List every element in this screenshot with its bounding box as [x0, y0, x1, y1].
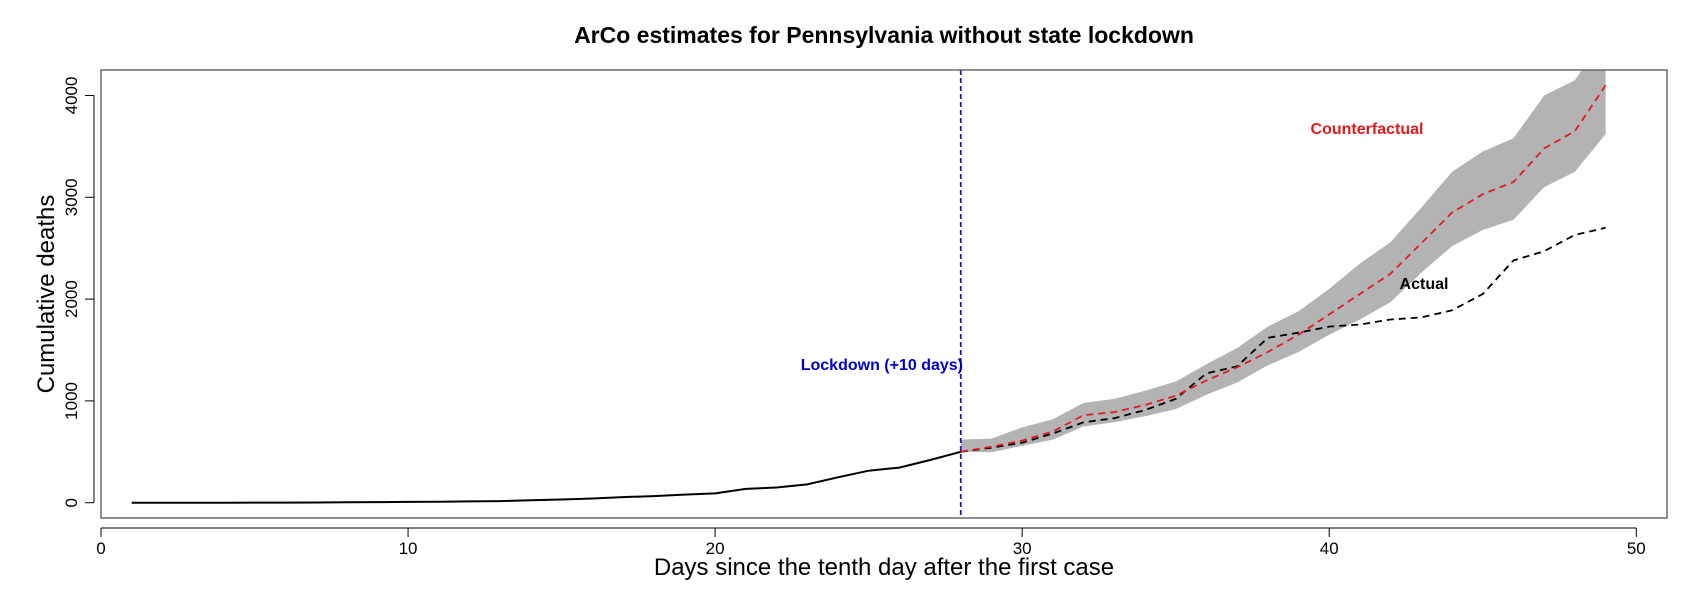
- actual-annotation: Actual: [1400, 276, 1449, 293]
- actual-pre-lockdown-line: [131, 450, 962, 504]
- y-axis-label: Cumulative deaths: [33, 195, 60, 394]
- x-axis-label: Days since the tenth day after the first…: [654, 554, 1114, 581]
- y-tick-label: 4000: [62, 77, 81, 115]
- annotations-layer: Lockdown (+10 days) Counterfactual Actua…: [801, 121, 1449, 374]
- counterfactual-line: [960, 84, 1607, 453]
- actual-post-lockdown-line: [960, 226, 1606, 453]
- y-tick-label: 0: [62, 498, 81, 507]
- counterfactual-confidence-band: [960, 70, 1606, 453]
- counterfactual-annotation: Counterfactual: [1311, 121, 1424, 138]
- y-tick-label: 3000: [62, 178, 81, 216]
- series-lines-layer: [131, 70, 1607, 518]
- lockdown-annotation: Lockdown (+10 days): [801, 357, 963, 374]
- y-tick-label: 2000: [62, 280, 81, 318]
- chart-title: ArCo estimates for Pennsylvania without …: [574, 22, 1194, 48]
- confidence-band-layer: [960, 70, 1606, 453]
- x-tick-label: 50: [1627, 539, 1646, 558]
- x-tick-label: 0: [96, 539, 105, 558]
- x-tick-label: 20: [706, 539, 725, 558]
- x-tick-label: 10: [399, 539, 418, 558]
- axes-layer: 0 10 20 30 40 50 0 1000 2000 3000 4000: [62, 77, 1646, 558]
- y-tick-label: 1000: [62, 382, 81, 420]
- x-tick-label: 40: [1320, 539, 1339, 558]
- plot-frame: [100, 69, 1668, 519]
- x-tick-label: 30: [1013, 539, 1032, 558]
